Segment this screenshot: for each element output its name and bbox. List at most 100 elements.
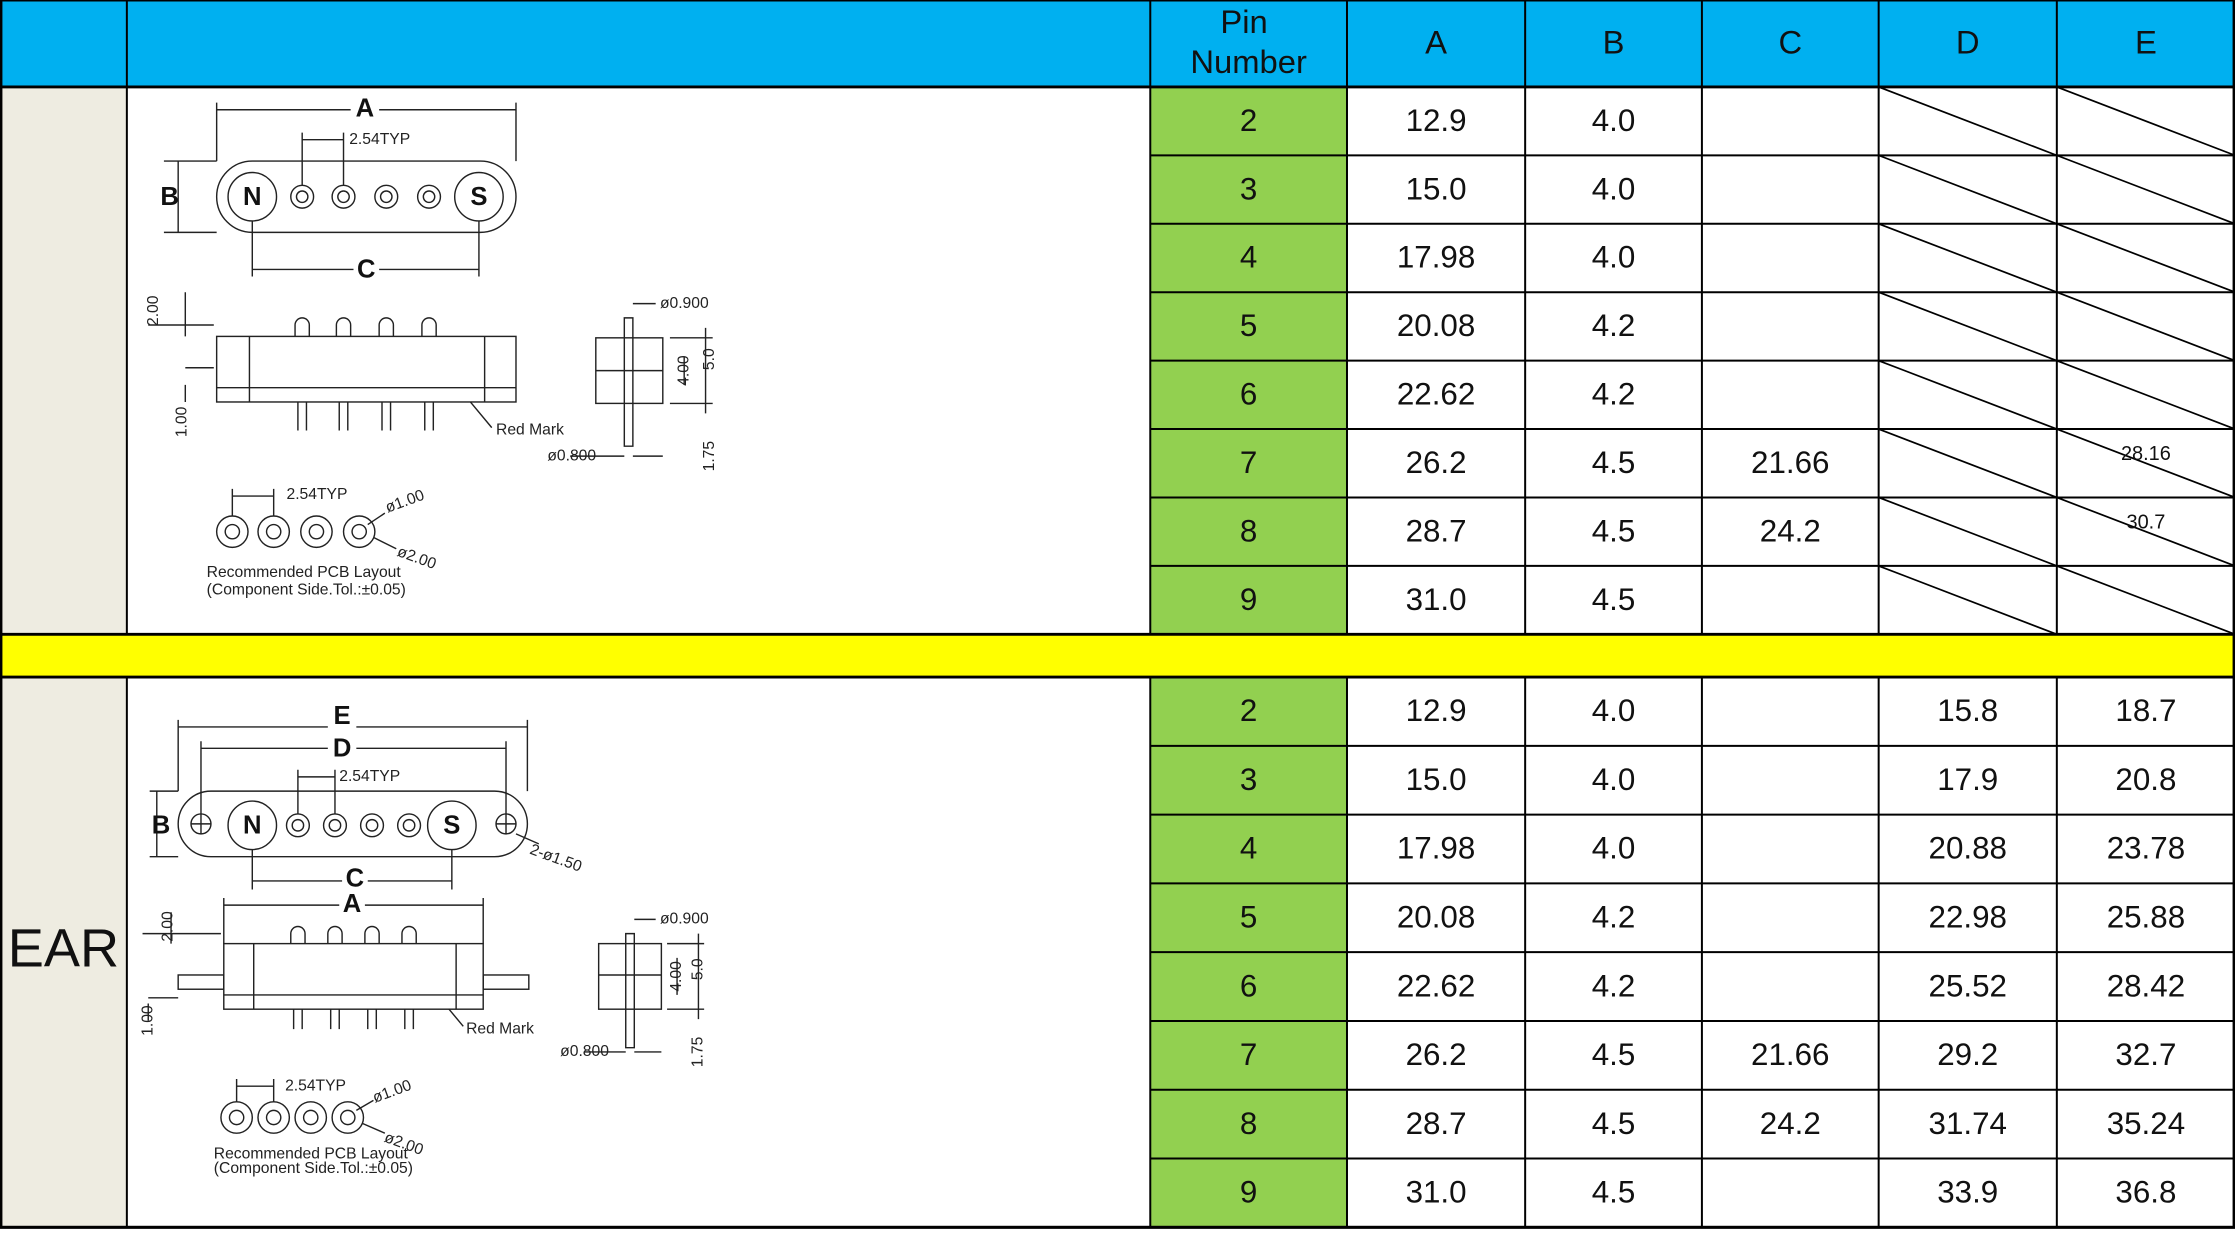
drawing-circle	[291, 818, 305, 832]
pin-number: 4	[1240, 831, 1257, 866]
rule	[2056, 565, 2235, 636]
cell-value: 29.2	[1937, 1037, 1998, 1072]
drawing-circle	[416, 184, 442, 209]
drawing-path	[570, 302, 713, 457]
cell-value: 4.5	[1592, 513, 1636, 548]
pin-number: 2	[1240, 103, 1257, 138]
cell-value: 25.88	[2107, 899, 2185, 934]
drawing-path	[294, 317, 437, 337]
dim-label: C	[346, 864, 365, 892]
pin-number: 3	[1240, 762, 1257, 797]
rule	[2056, 428, 2235, 499]
cell-value: 4.5	[1592, 445, 1636, 480]
drawing-circle	[300, 515, 333, 549]
pin-number: 4	[1240, 240, 1257, 275]
dim-label: 5.0	[690, 958, 707, 980]
cell-value: 28.7	[1406, 1106, 1467, 1141]
dim-label: D	[333, 735, 352, 763]
column-header: B	[1603, 24, 1625, 61]
column-header: A	[1425, 24, 1447, 61]
dim-label: ø0.800	[560, 1043, 609, 1060]
pin-number: 8	[1240, 1106, 1257, 1141]
cell-value: 24.2	[1760, 513, 1821, 548]
cell-value: 12.9	[1406, 103, 1467, 138]
cell-value: 4.0	[1592, 171, 1636, 206]
cell-value: 31.74	[1929, 1106, 2007, 1141]
pin-number: 9	[1240, 582, 1257, 617]
drawing-circle	[302, 1109, 319, 1126]
note: Red Mark	[496, 422, 564, 439]
note: Recommended PCB Layout	[207, 564, 402, 581]
drawing-circle	[228, 1109, 245, 1126]
drawing-circle	[331, 1101, 365, 1134]
rule	[2056, 291, 2235, 362]
dim-label: 2.00	[159, 911, 176, 942]
dim-label: 4.00	[675, 355, 692, 386]
cell-value: 22.62	[1397, 377, 1475, 412]
drawing-path	[297, 401, 435, 431]
drawing-circle	[379, 190, 393, 204]
drawing-circle	[224, 523, 241, 540]
column-header: Pin Number	[1190, 3, 1307, 80]
drawing-circle	[374, 184, 399, 209]
pin-number: 2	[1240, 693, 1257, 728]
drawing-circle	[337, 190, 350, 204]
drawing-path	[235, 1079, 386, 1134]
dim-label: 4.00	[668, 961, 685, 992]
pole-label: N	[243, 812, 262, 840]
rule	[1878, 359, 2058, 430]
cell-value: 4.0	[1592, 240, 1636, 275]
cell-value: 21.66	[1751, 1037, 1829, 1072]
column-header: D	[1956, 24, 1980, 61]
drawing-tspan: Number	[1190, 43, 1307, 80]
cell-value: 15.8	[1937, 693, 1998, 728]
drawing-tspan: Pin	[1220, 3, 1276, 40]
dim-label: 2.00	[145, 295, 162, 326]
drawing-circle	[328, 818, 342, 832]
cell-value: 22.98	[1929, 899, 2007, 934]
drawing-cell	[126, 86, 1151, 635]
cell-value: 4.0	[1592, 831, 1636, 866]
column-header: E	[2135, 24, 2157, 61]
pin-number: 6	[1240, 377, 1257, 412]
drawing-rect	[482, 974, 530, 990]
rule	[1878, 291, 2058, 362]
note: Recommended PCB Layout	[214, 1146, 409, 1163]
cell-value: 4.2	[1592, 377, 1636, 412]
rule	[2056, 496, 2235, 567]
drawing-rect	[215, 335, 517, 403]
rule	[1878, 496, 2058, 567]
pin-number: 6	[1240, 968, 1257, 1003]
column-header: C	[1778, 24, 1802, 61]
pin-number: 8	[1240, 513, 1257, 548]
cell-value: 28.7	[1406, 513, 1467, 548]
cell-value: 4.5	[1592, 582, 1636, 617]
drawing-rect	[215, 160, 517, 234]
drawing-path	[223, 943, 484, 1010]
section-label: EAR	[8, 918, 119, 978]
drawing-circle	[422, 190, 436, 204]
cell-value: 24.2	[1760, 1106, 1821, 1141]
dim-label: E	[334, 702, 351, 730]
dim-label: 2.54TYP	[287, 486, 348, 503]
cell-value: 4.0	[1592, 693, 1636, 728]
rule	[2056, 223, 2235, 294]
cell-value: 12.9	[1406, 693, 1467, 728]
drawing-rect	[597, 942, 663, 1010]
rule	[2056, 154, 2235, 225]
dim-label: C	[357, 256, 376, 284]
drawing-circle	[396, 813, 422, 838]
pin-number: 7	[1240, 445, 1257, 480]
drawing-circle	[351, 523, 368, 540]
cell-value: 15.0	[1406, 171, 1467, 206]
cell-value: 21.66	[1751, 445, 1829, 480]
pin-number: 5	[1240, 899, 1257, 934]
drawing-path	[231, 488, 397, 550]
drawing-circle	[265, 1109, 282, 1126]
header-bg	[0, 0, 2235, 87]
drawing-standard: A 2.54TYP B N S C 2.00 ø0.900 4.00 5.0 1…	[145, 95, 718, 599]
cell-value: 33.9	[1937, 1175, 1998, 1210]
drawing-path	[216, 336, 516, 402]
rule	[1878, 154, 2058, 225]
cell-value: 30.7	[2127, 511, 2166, 533]
